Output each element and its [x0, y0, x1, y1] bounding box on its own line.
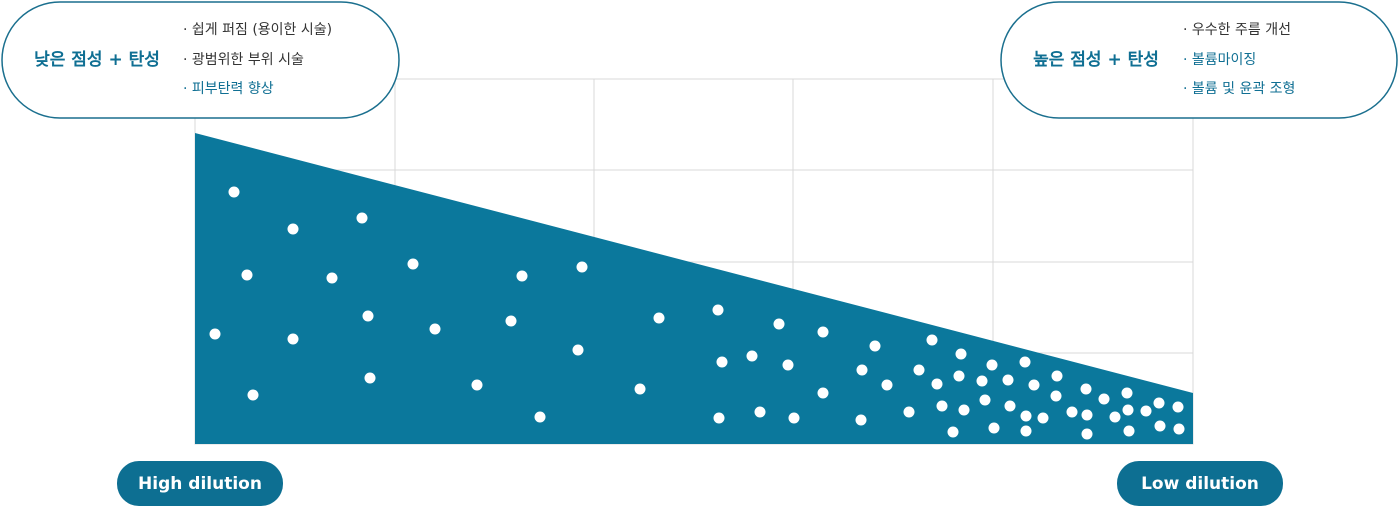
right-pill: [1000, 1, 1398, 119]
particle: [1081, 409, 1093, 421]
particle: [287, 333, 299, 345]
particle: [979, 394, 991, 406]
particle: [1081, 428, 1093, 440]
particle: [576, 261, 588, 273]
particle: [534, 411, 546, 423]
particle: [1121, 387, 1133, 399]
particle: [1153, 397, 1165, 409]
particle: [1123, 425, 1135, 437]
particle: [326, 272, 338, 284]
left-title: 낮은 점성 + 탄성: [34, 50, 160, 70]
particle: [1050, 390, 1062, 402]
particle: [754, 406, 766, 418]
right-title: 높은 점성 + 탄성: [1033, 50, 1159, 70]
particle: [817, 326, 829, 338]
particle: [856, 364, 868, 376]
particle: [1028, 379, 1040, 391]
particle: [247, 389, 259, 401]
particle: [773, 318, 785, 330]
left-item: · 쉽게 퍼짐 (용이한 시술): [183, 22, 332, 38]
particle: [516, 270, 528, 282]
particle: [1140, 405, 1152, 417]
particle: [634, 383, 646, 395]
particle: [362, 310, 374, 322]
particle: [788, 412, 800, 424]
particle: [976, 375, 988, 387]
particle: [1066, 406, 1078, 418]
particle: [653, 312, 665, 324]
particle: [817, 387, 829, 399]
right-item: · 우수한 주름 개선: [1183, 22, 1291, 38]
particle: [1080, 383, 1092, 395]
particle: [1154, 420, 1166, 432]
particle: [429, 323, 441, 335]
low-dilution-button: [1117, 461, 1283, 506]
particle: [782, 359, 794, 371]
particle: [903, 406, 915, 418]
particle: [228, 186, 240, 198]
high-dilution-label: High dilution: [138, 474, 262, 494]
particle: [1020, 425, 1032, 437]
particle: [1173, 423, 1185, 435]
particle: [926, 334, 938, 346]
left-item: · 피부탄력 향상: [183, 81, 274, 97]
particle: [1004, 400, 1016, 412]
viscosity-area: [195, 133, 1193, 444]
left-item: · 광범위한 부위 시술: [183, 52, 304, 68]
particle: [955, 348, 967, 360]
particle: [947, 426, 959, 438]
particle: [869, 340, 881, 352]
particle: [1002, 374, 1014, 386]
particle: [953, 370, 965, 382]
particle: [988, 422, 1000, 434]
particle: [1109, 411, 1121, 423]
particle: [936, 400, 948, 412]
particle: [1098, 393, 1110, 405]
particle: [986, 359, 998, 371]
particle: [712, 304, 724, 316]
particle: [931, 378, 943, 390]
particle: [1020, 410, 1032, 422]
particle: [855, 414, 867, 426]
particle: [364, 372, 376, 384]
particle: [505, 315, 517, 327]
low-dilution-label: Low dilution: [1141, 474, 1259, 494]
particles: [209, 186, 1185, 440]
particle: [209, 328, 221, 340]
particle: [746, 350, 758, 362]
particle: [287, 223, 299, 235]
right-item: · 볼륨 및 윤곽 조형: [1183, 81, 1295, 97]
particle: [716, 356, 728, 368]
particle: [713, 412, 725, 424]
particle: [572, 344, 584, 356]
particle: [913, 364, 925, 376]
right-item: · 볼륨마이징: [1183, 52, 1256, 68]
particle: [1051, 370, 1063, 382]
particle: [471, 379, 483, 391]
particle: [1122, 404, 1134, 416]
particle: [958, 404, 970, 416]
high-dilution-button: [117, 461, 283, 506]
particle: [881, 379, 893, 391]
particle: [241, 269, 253, 281]
particle: [356, 212, 368, 224]
particle: [1019, 356, 1031, 368]
particle: [1172, 401, 1184, 413]
particle: [1037, 412, 1049, 424]
particle: [407, 258, 419, 270]
left-pill: [1, 1, 400, 119]
